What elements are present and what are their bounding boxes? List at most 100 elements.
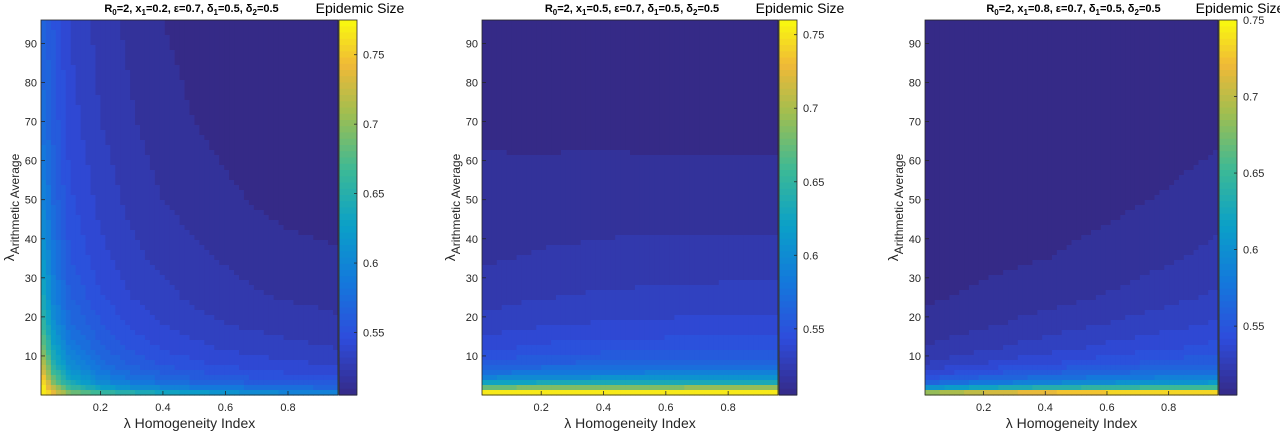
contour-cell [110,225,116,231]
contour-cell [654,25,661,31]
contour-cell [293,195,299,201]
contour-cell [278,305,285,311]
contour-cell [273,275,280,281]
contour-cell [184,240,191,246]
contour-cell [268,130,275,136]
contour-cell [303,50,309,56]
contour-cell [224,30,230,36]
contour-cell [179,330,186,336]
contour-cell [174,35,181,41]
contour-cell [50,240,57,246]
contour-cell [100,85,106,91]
contour-cell [90,125,97,131]
contour-cell [248,250,255,256]
contour-cell [95,155,101,161]
contour-cell [120,25,126,31]
contour-cell [85,365,92,371]
contour-cell [209,45,215,51]
contour-cell [323,155,329,161]
contour-cell [179,340,186,346]
contour-cell [328,100,334,106]
contour-cell [318,150,324,156]
contour-cell [273,190,280,196]
contour-cell [323,190,329,196]
contour-cell [65,135,72,141]
contour-cell [60,305,67,311]
contour-cell [199,80,205,86]
contour-cell [268,75,275,81]
contour-cell [115,30,121,36]
contour-cell [328,350,334,356]
contour-cell [283,95,290,101]
contour-cell [80,265,87,271]
colorbar-segment [339,76,357,84]
contour-cell [541,45,547,51]
contour-cell [328,105,334,111]
contour-cell [214,130,220,136]
contour-cell [110,120,116,126]
contour-cell [105,170,111,176]
contour-cell [174,265,181,271]
contour-cell [55,190,62,196]
contour-cell [194,325,200,331]
contour-cell [214,270,220,276]
contour-cell [219,80,225,86]
contour-cell [570,35,577,41]
contour-cell [293,315,299,321]
contour-cell [253,155,260,161]
contour-cell [90,75,97,81]
contour-cell [323,80,329,86]
contour-cell [303,350,309,356]
contour-cell [224,295,230,301]
contour-cell [333,285,339,291]
contour-cell [90,295,97,301]
contour-cell [229,200,235,206]
contour-cell [41,195,47,201]
contour-cell [154,75,161,81]
contour-cell [293,65,299,71]
contour-cell [45,170,52,176]
contour-cell [268,105,275,111]
contour-cell [214,295,220,301]
contour-cell [95,225,101,231]
contour-cell [204,75,210,81]
contour-cell [189,40,196,46]
contour-cell [140,195,146,201]
contour-cell [80,185,87,191]
contour-cell [293,240,299,246]
contour-cell [204,80,210,86]
contour-cell [669,20,675,26]
contour-cell [293,95,299,101]
contour-cell [70,85,77,91]
contour-cell [179,200,186,206]
contour-cell [55,45,62,51]
contour-cell [130,140,136,146]
contour-cell [179,345,186,351]
contour-cell [144,370,151,376]
contour-cell [323,105,329,111]
contour-cell [199,235,205,241]
contour-cell [105,100,111,106]
contour-cell [115,385,121,391]
contour-cell [209,300,215,306]
contour-cell [70,165,77,171]
contour-cell [278,85,285,91]
contour-cell [293,160,299,166]
contour-cell [130,60,136,66]
contour-cell [333,80,339,86]
contour-cell [159,35,166,41]
contour-cell [204,25,210,31]
contour-cell [253,320,260,326]
contour-cell [125,180,131,186]
contour-cell [258,325,265,331]
contour-cell [273,340,280,346]
contour-cell [298,110,304,116]
contour-cell [313,275,319,281]
contour-cell [85,55,92,61]
contour-cell [313,105,319,111]
contour-cell [55,250,62,256]
contour-cell [248,145,255,151]
contour-cell [288,285,295,291]
contour-cell [219,265,225,271]
contour-cell [41,385,47,391]
